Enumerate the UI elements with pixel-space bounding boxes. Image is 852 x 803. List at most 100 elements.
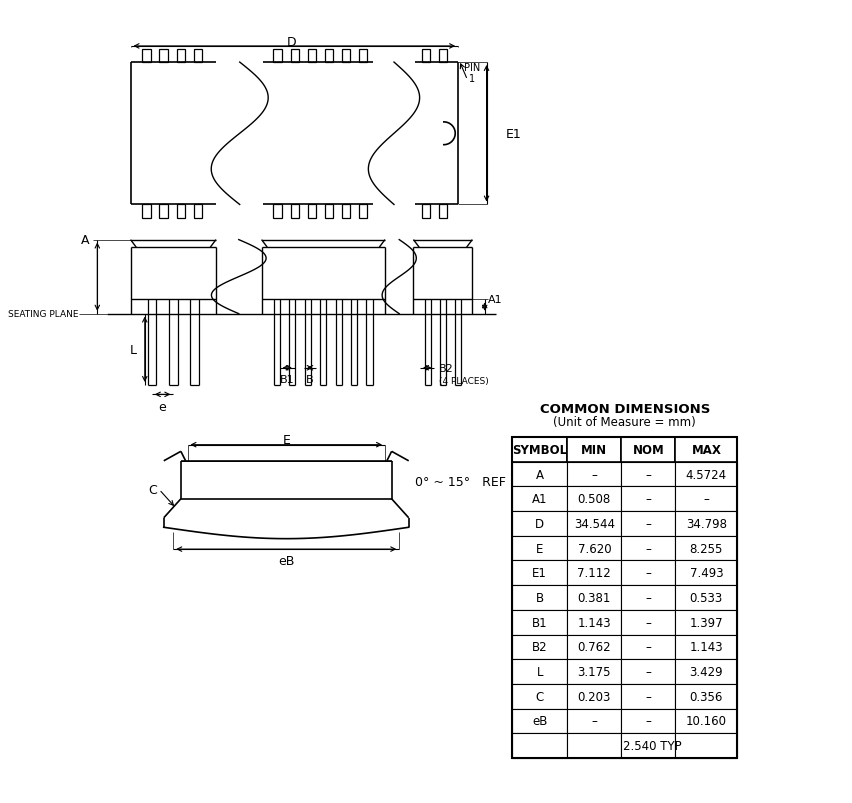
Bar <box>621 438 676 463</box>
Bar <box>512 659 567 684</box>
Bar <box>193 50 202 63</box>
Bar <box>567 560 621 585</box>
Bar <box>142 206 151 218</box>
Bar <box>621 536 676 560</box>
Bar <box>676 610 737 634</box>
Bar <box>273 50 282 63</box>
Bar <box>567 536 621 560</box>
Bar <box>512 438 567 463</box>
Text: 7.493: 7.493 <box>689 567 723 580</box>
Text: D: D <box>535 517 544 530</box>
Text: NOM: NOM <box>632 443 665 456</box>
Text: eB: eB <box>532 715 548 728</box>
Bar <box>621 512 676 536</box>
Text: E: E <box>282 434 291 446</box>
Bar <box>676 463 737 487</box>
Text: –: – <box>646 591 652 605</box>
Text: SEATING PLANE: SEATING PLANE <box>8 310 78 319</box>
Text: COMMON DIMENSIONS: COMMON DIMENSIONS <box>539 402 710 416</box>
Text: 0.356: 0.356 <box>689 690 723 703</box>
Text: 34.798: 34.798 <box>686 517 727 530</box>
Text: 8.255: 8.255 <box>689 542 723 555</box>
Bar <box>567 585 621 610</box>
Text: 7.112: 7.112 <box>578 567 611 580</box>
Bar <box>512 536 567 560</box>
Bar <box>621 585 676 610</box>
Bar <box>567 610 621 634</box>
Text: D: D <box>287 35 296 49</box>
Text: 0.203: 0.203 <box>578 690 611 703</box>
Text: 0.533: 0.533 <box>690 591 723 605</box>
Bar <box>512 585 567 610</box>
Bar <box>621 560 676 585</box>
Text: –: – <box>646 616 652 629</box>
Text: A1: A1 <box>487 295 502 304</box>
Bar <box>512 463 567 487</box>
Text: 0.381: 0.381 <box>578 591 611 605</box>
Bar <box>676 487 737 512</box>
Text: e: e <box>158 401 166 414</box>
Bar <box>325 206 333 218</box>
Text: 10.160: 10.160 <box>686 715 727 728</box>
Bar <box>567 634 621 659</box>
Bar <box>676 733 737 758</box>
Text: 1.143: 1.143 <box>578 616 611 629</box>
Bar <box>439 50 447 63</box>
Bar <box>567 684 621 709</box>
Text: 0.762: 0.762 <box>578 641 611 654</box>
Bar <box>291 50 299 63</box>
Bar <box>159 50 168 63</box>
Bar <box>325 50 333 63</box>
Text: 4.5724: 4.5724 <box>686 468 727 481</box>
Bar <box>512 610 567 634</box>
Text: E: E <box>536 542 544 555</box>
Bar <box>291 206 299 218</box>
Bar <box>567 512 621 536</box>
Text: –: – <box>646 641 652 654</box>
Text: SYMBOL: SYMBOL <box>512 443 567 456</box>
Bar <box>676 585 737 610</box>
Bar <box>567 487 621 512</box>
Bar <box>567 659 621 684</box>
Text: B: B <box>536 591 544 605</box>
Text: 3.429: 3.429 <box>689 665 723 679</box>
Text: B1: B1 <box>532 616 548 629</box>
Text: B2: B2 <box>439 363 454 373</box>
Bar <box>308 50 316 63</box>
Text: –: – <box>704 493 709 506</box>
Bar <box>273 206 282 218</box>
Text: (Unit of Measure = mm): (Unit of Measure = mm) <box>553 416 696 429</box>
Text: B2: B2 <box>532 641 548 654</box>
Bar <box>422 50 430 63</box>
Bar <box>512 684 567 709</box>
Bar <box>512 512 567 536</box>
Bar <box>159 206 168 218</box>
Bar <box>359 206 367 218</box>
Text: 0° ~ 15°   REF: 0° ~ 15° REF <box>416 475 506 488</box>
Text: –: – <box>646 715 652 728</box>
Text: 7.620: 7.620 <box>578 542 611 555</box>
Bar <box>676 634 737 659</box>
Text: –: – <box>646 542 652 555</box>
Bar <box>567 709 621 733</box>
Bar <box>512 487 567 512</box>
Bar <box>342 50 350 63</box>
Bar <box>621 733 676 758</box>
Bar <box>512 438 737 758</box>
Bar <box>142 50 151 63</box>
Bar <box>676 659 737 684</box>
Text: –: – <box>646 493 652 506</box>
Bar <box>621 709 676 733</box>
Bar <box>621 684 676 709</box>
Text: E1: E1 <box>532 567 547 580</box>
Text: A: A <box>536 468 544 481</box>
Text: L: L <box>130 344 137 357</box>
Bar <box>512 733 567 758</box>
Text: A1: A1 <box>532 493 548 506</box>
Bar <box>439 206 447 218</box>
Bar <box>342 206 350 218</box>
Bar <box>567 438 621 463</box>
Bar <box>567 463 621 487</box>
Text: L: L <box>537 665 543 679</box>
Text: –: – <box>646 690 652 703</box>
